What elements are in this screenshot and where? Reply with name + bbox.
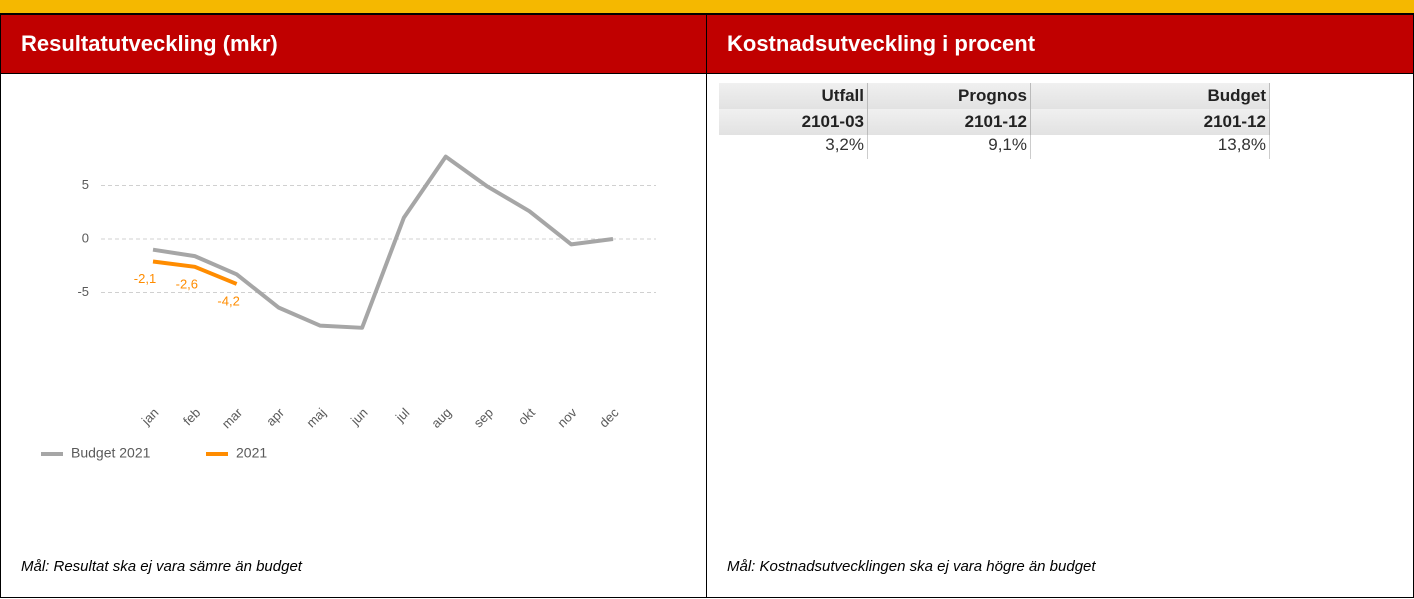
data-label: -2,1 (134, 271, 156, 286)
left-panel: Resultatutveckling (mkr) -5 0 5 jan feb mar ap… (0, 14, 707, 598)
panel-title: Resultatutveckling (mkr) (1, 15, 706, 74)
x-tick-label: jul (392, 405, 413, 426)
header-cell: 2101-12 (1030, 109, 1270, 135)
x-tick-label: apr (263, 404, 287, 428)
y-tick-label: 5 (82, 177, 89, 192)
x-tick-label: mar (219, 404, 246, 431)
x-tick-label: dec (596, 405, 622, 431)
x-tick-label: okt (515, 405, 538, 428)
x-tick-label: aug (428, 405, 454, 431)
x-tick-label: sep (471, 405, 496, 430)
cost-table: Utfall Prognos Budget 2101-03 2101-12 2101-1… (719, 83, 1270, 159)
legend-label: 2021 (236, 445, 267, 461)
x-tick-label: jan (138, 405, 162, 429)
panel-title: Kostnadsutveckling i procent (707, 15, 1413, 74)
header-cell: Utfall (719, 83, 868, 109)
header-cell: 2101-12 (867, 109, 1031, 135)
header-cell: Prognos (867, 83, 1031, 109)
right-panel: Kostnadsutveckling i procent Utfall Progn… (706, 14, 1414, 598)
x-tick-label: feb (180, 405, 203, 428)
cell: 3,2% (719, 135, 868, 159)
cell: 9,1% (867, 135, 1031, 159)
series-line (152, 154, 614, 330)
goal-note: Mål: Kostnadsutvecklingen ska ej vara hö… (727, 558, 1096, 575)
x-tick-label: maj (303, 405, 328, 430)
x-tick-label: nov (554, 405, 580, 431)
series-line (152, 259, 238, 286)
data-label: -2,6 (176, 276, 198, 291)
x-tick-label: jun (347, 405, 371, 429)
y-tick-label: 0 (82, 230, 89, 245)
cell: 13,8% (1030, 135, 1270, 159)
chart: -5 0 5 jan feb mar apr maj jun jul aug sep okt nov dec… (41, 154, 656, 461)
y-tick-label: -5 (77, 284, 89, 299)
header-cell: 2101-03 (719, 109, 868, 135)
header-cell: Budget (1030, 83, 1270, 109)
top-bar (0, 0, 1414, 14)
goal-note: Mål: Resultat ska ej vara sämre än budge… (21, 558, 302, 575)
data-label: -4,2 (217, 293, 239, 308)
legend-label: Budget 2021 (71, 445, 151, 461)
